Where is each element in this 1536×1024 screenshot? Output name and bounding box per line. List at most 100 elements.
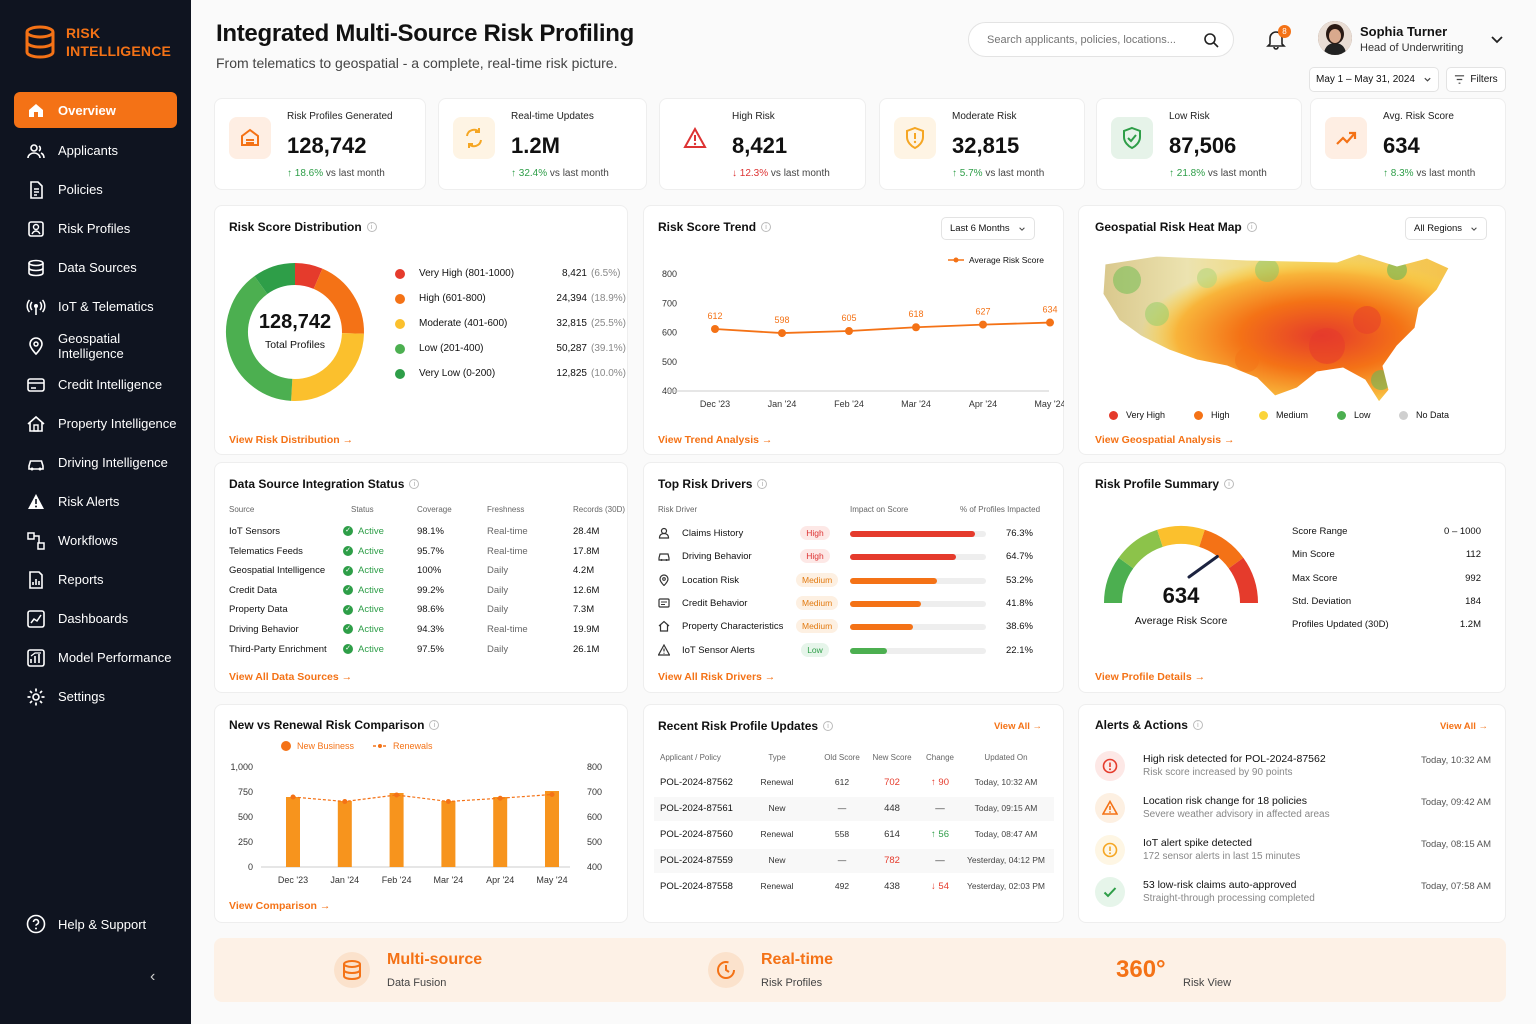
x-tick-label: Mar '24 (434, 875, 464, 885)
date-range-picker[interactable]: May 1 – May 31, 2024 (1309, 67, 1439, 92)
trend-point[interactable] (1046, 318, 1054, 327)
kpi-card[interactable]: Low Risk 87,506 ↑ 21.8% vs last month (1096, 98, 1302, 190)
new-business-bar[interactable] (545, 791, 559, 867)
info-icon[interactable]: i (429, 720, 440, 730)
sidebar-item-settings[interactable]: Settings (14, 677, 177, 716)
sidebar-item-risk-alerts[interactable]: Risk Alerts (14, 482, 177, 521)
trend-data-label: 612 (707, 311, 722, 321)
info-icon[interactable]: i (409, 479, 420, 489)
kpi-card[interactable]: Risk Profiles Generated 128,742 ↑ 18.6% vs… (214, 98, 426, 190)
view-trend-analysis-link[interactable]: View Trend Analysis → (658, 434, 773, 446)
us-heat-map[interactable] (1097, 250, 1459, 406)
table-cell: Today, 09:15 AM (974, 803, 1038, 813)
info-icon[interactable]: i (1224, 479, 1235, 489)
sidebar-item-iot-telematics[interactable]: IoT & Telematics (14, 287, 177, 326)
donut-slice[interactable] (313, 268, 364, 334)
donut-slice[interactable] (291, 332, 364, 401)
kpi-card[interactable]: Avg. Risk Score 634 ↑ 8.3% vs last month (1310, 98, 1506, 190)
updates-view-all-link[interactable]: View All → (994, 721, 1043, 732)
model-icon (27, 648, 45, 667)
view-risk-distribution-link[interactable]: View Risk Distribution → (229, 434, 354, 446)
region-dropdown[interactable]: All Regions (1405, 217, 1488, 240)
view-geospatial-analysis-link[interactable]: View Geospatial Analysis → (1095, 434, 1235, 446)
trend-range-dropdown[interactable]: Last 6 Months (941, 217, 1035, 240)
summary-stat-value: 1.2M (1459, 619, 1481, 631)
brand-logo[interactable]: RISK INTELLIGENCE (24, 24, 171, 60)
collapse-sidebar-button[interactable]: ‹ (150, 968, 156, 985)
sidebar-item-policies[interactable]: Policies (14, 170, 177, 209)
distribution-donut (226, 263, 364, 401)
trend-point[interactable] (912, 323, 920, 332)
renewals-point[interactable] (445, 799, 451, 804)
renewals-point[interactable] (394, 792, 400, 798)
impact-bar (850, 624, 986, 631)
new-business-bar[interactable] (493, 797, 508, 867)
sidebar-item-dashboards[interactable]: Dashboards (14, 599, 177, 638)
trend-point[interactable] (711, 324, 719, 333)
x-tick-label: Dec '23 (278, 875, 308, 885)
table-header: Freshness (487, 505, 525, 514)
renewals-point[interactable] (497, 795, 503, 801)
sidebar-item-applicants[interactable]: Applicants (14, 131, 177, 170)
trend-point[interactable] (979, 320, 987, 329)
avatar[interactable] (1318, 21, 1352, 55)
view-all-data-sources-link[interactable]: View All Data Sources → (229, 671, 353, 683)
sidebar-item-property-intelligence[interactable]: Property Intelligence (14, 404, 177, 443)
kpi-card[interactable]: Real-time Updates 1.2M ↑ 32.4% vs last mon… (438, 98, 647, 190)
brand-line1: RISK (66, 25, 101, 41)
alert-item[interactable]: IoT alert spike detected 172 sensor alert… (1095, 835, 1491, 875)
table-cell[interactable]: POL-2024-87561 (660, 803, 733, 814)
chevron-down-icon[interactable] (1490, 32, 1504, 46)
sidebar-item-driving-intelligence[interactable]: Driving Intelligence (14, 443, 177, 482)
new-business-bar[interactable] (389, 793, 404, 867)
info-icon[interactable]: i (757, 479, 768, 489)
alert-item[interactable]: High risk detected for POL-2024-87562 Ris… (1095, 751, 1491, 791)
y-left-tick-label: 0 (248, 862, 253, 872)
table-cell: Renewal (760, 777, 794, 787)
info-icon[interactable]: i (761, 222, 772, 232)
table-cell[interactable]: POL-2024-87559 (660, 855, 733, 866)
new-business-bar[interactable] (286, 797, 300, 867)
new-business-bar[interactable] (337, 801, 352, 867)
donut-slice[interactable] (254, 263, 296, 295)
help-support-link[interactable]: Help & Support (26, 914, 146, 934)
renewals-point[interactable] (549, 792, 555, 797)
alerts-view-all-link[interactable]: View All → (1440, 721, 1489, 732)
dashboard-icon (27, 609, 45, 628)
alert-item[interactable]: Location risk change for 18 policies Seve… (1095, 793, 1491, 833)
sidebar-item-model-performance[interactable]: Model Performance (14, 638, 177, 677)
new-business-bar[interactable] (441, 801, 456, 867)
sidebar-item-reports[interactable]: Reports (14, 560, 177, 599)
sidebar-item-workflows[interactable]: Workflows (14, 521, 177, 560)
info-icon[interactable]: i (823, 721, 834, 731)
renewals-point[interactable] (290, 794, 296, 800)
sidebar-item-overview[interactable]: Overview (14, 92, 177, 128)
view-comparison-link[interactable]: View Comparison → (229, 900, 331, 912)
sidebar-item-data-sources[interactable]: Data Sources (14, 248, 177, 287)
info-icon[interactable]: i (1246, 222, 1257, 232)
table-cell[interactable]: POL-2024-87558 (660, 881, 733, 892)
view-all-risk-drivers-link[interactable]: View All Risk Drivers → (658, 671, 776, 683)
search-box[interactable] (968, 22, 1234, 57)
kpi-card[interactable]: Moderate Risk 32,815 ↑ 5.7% vs last month (879, 98, 1085, 190)
y-right-tick-label: 700 (587, 787, 602, 797)
view-profile-details-link[interactable]: View Profile Details → (1095, 671, 1206, 683)
sidebar-item-risk-profiles[interactable]: Risk Profiles (14, 209, 177, 248)
donut-slice[interactable] (294, 263, 323, 290)
info-icon[interactable]: i (1192, 720, 1203, 730)
info-icon[interactable]: i (366, 222, 377, 232)
kpi-card[interactable]: High Risk 8,421 ↓ 12.3% vs last month (659, 98, 866, 190)
trend-point[interactable] (778, 329, 786, 338)
alert-item[interactable]: 53 low-risk claims auto-approved Straight… (1095, 877, 1491, 917)
table-cell[interactable]: POL-2024-87560 (660, 829, 733, 840)
search-input[interactable] (987, 33, 1203, 46)
search-icon[interactable] (1203, 32, 1219, 48)
trend-point[interactable] (845, 327, 853, 336)
table-cell[interactable]: POL-2024-87562 (660, 777, 733, 788)
kpi-delta-suffix: vs last month (1207, 168, 1267, 179)
filters-button[interactable]: Filters (1446, 67, 1506, 92)
renewals-point[interactable] (342, 799, 348, 804)
sidebar-item-credit-intelligence[interactable]: Credit Intelligence (14, 365, 177, 404)
sidebar-item-geospatial-intelligence[interactable]: Geospatial Intelligence (14, 326, 177, 365)
donut-slice[interactable] (226, 276, 293, 401)
